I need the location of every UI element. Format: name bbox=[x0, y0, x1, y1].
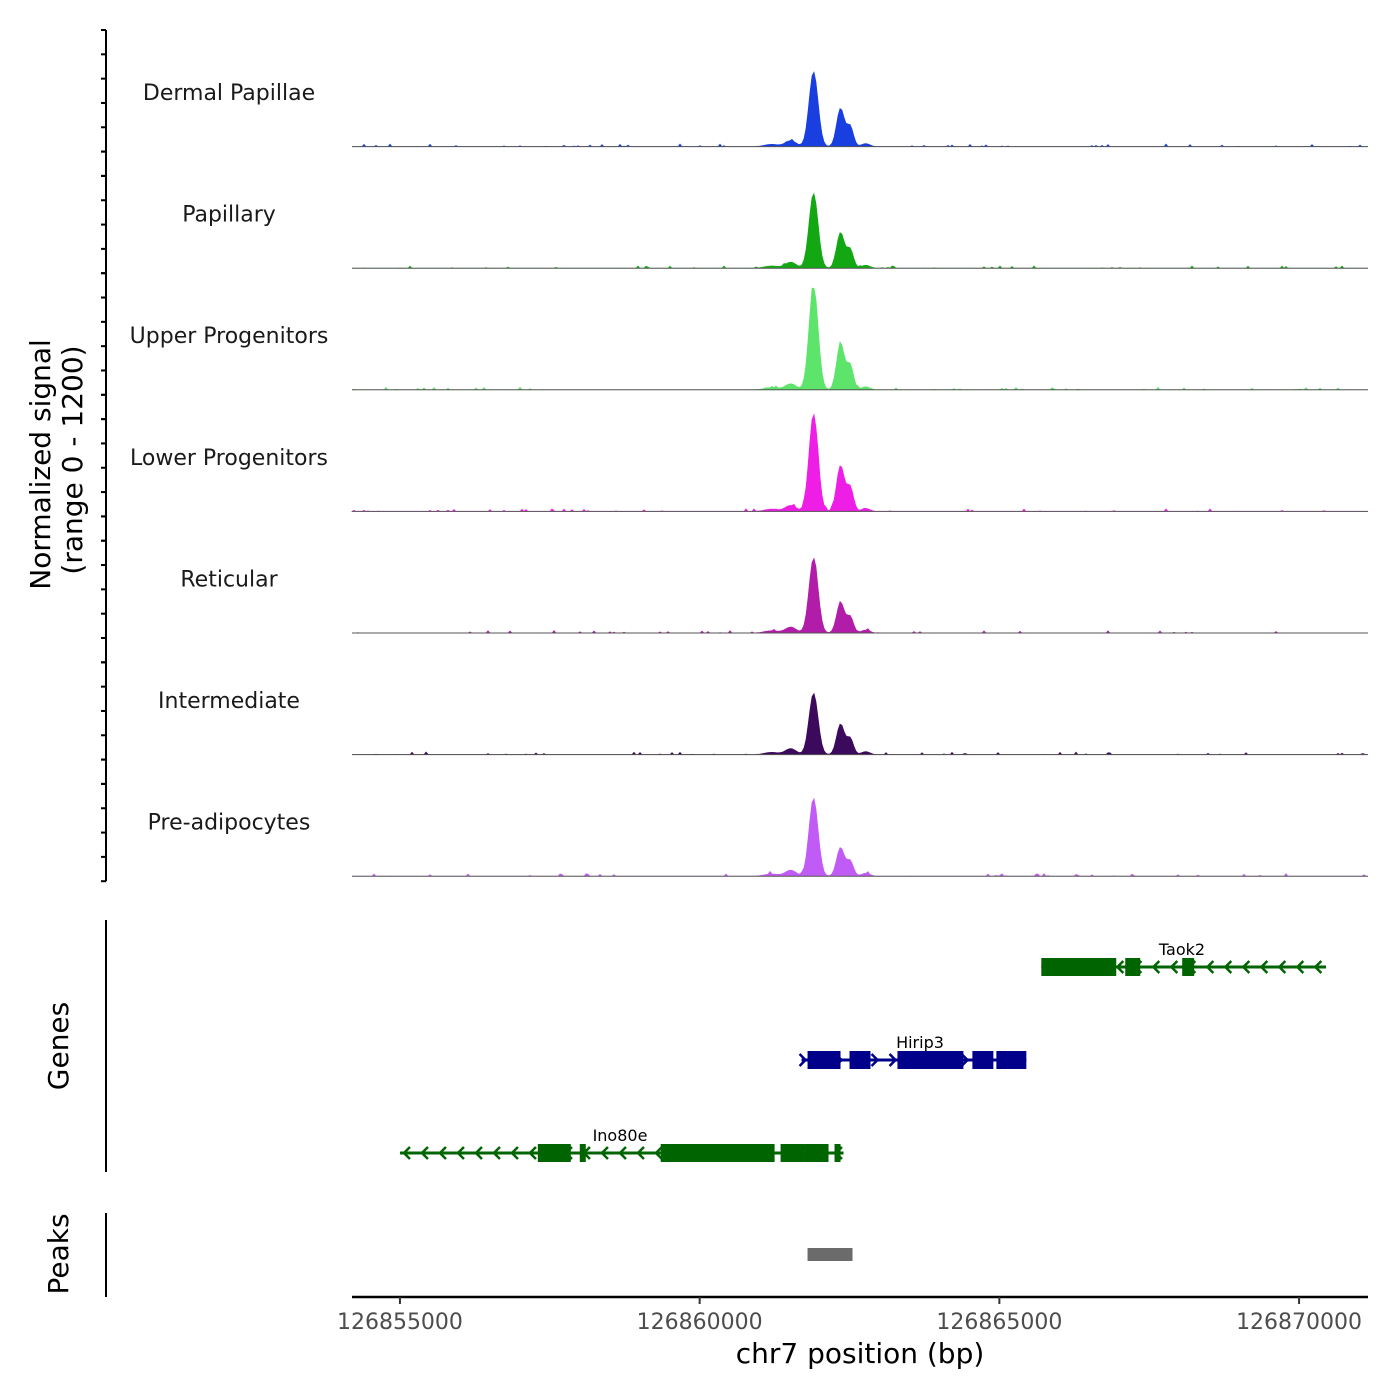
peak-region bbox=[807, 1248, 853, 1261]
strand-arrow bbox=[888, 1053, 898, 1067]
gene-label: Hirip3 bbox=[896, 1033, 944, 1052]
gene-exon bbox=[537, 1144, 571, 1162]
track-label: Intermediate bbox=[158, 689, 300, 714]
x-tick-label: 126865000 bbox=[936, 1310, 1062, 1335]
strand-arrow bbox=[870, 1053, 880, 1067]
strand-arrow bbox=[402, 1146, 411, 1160]
gene-exon bbox=[849, 1051, 871, 1069]
coverage-area-dermal-papillae bbox=[352, 71, 1368, 147]
y-axis-title-line-2: (range 0 - 1200) bbox=[56, 345, 89, 574]
gene-exon bbox=[1182, 958, 1195, 976]
track-label: Papillary bbox=[182, 203, 276, 228]
strand-arrow bbox=[1313, 960, 1323, 974]
gene-exon bbox=[972, 1051, 994, 1069]
track-label: Dermal Papillae bbox=[143, 81, 315, 106]
strand-arrow bbox=[1205, 960, 1215, 974]
strand-arrow bbox=[960, 1053, 970, 1067]
gene-hirip3: Hirip3 bbox=[798, 1033, 1027, 1069]
gene-track: Taok2 Hirip3 Ino80e bbox=[105, 920, 1327, 1172]
track-label: Pre-adipocytes bbox=[148, 811, 311, 836]
gene-exon bbox=[1041, 958, 1117, 976]
coverage-area-upper-progenitors bbox=[351, 287, 1368, 391]
gene-exon bbox=[579, 1144, 586, 1162]
axis-titles: Normalized signal (range 0 - 1200) Genes… bbox=[24, 330, 985, 1370]
coverage-area-papillary bbox=[352, 192, 1368, 269]
coverage-area-pre-adipocytes bbox=[352, 797, 1368, 877]
gene-exon bbox=[780, 1144, 805, 1162]
gene-label: Taok2 bbox=[1158, 940, 1205, 959]
strand-arrow bbox=[1295, 960, 1305, 974]
x-axis: 126855000 126860000 126865000 126870000 bbox=[337, 1295, 1368, 1335]
x-tick-label: 126870000 bbox=[1236, 1310, 1362, 1335]
strand-arrow bbox=[600, 1146, 609, 1160]
x-tick-label: 126860000 bbox=[637, 1310, 763, 1335]
gene-exon bbox=[804, 1144, 829, 1162]
strand-arrow bbox=[654, 1146, 663, 1160]
gene-taok2: Taok2 bbox=[1041, 940, 1327, 976]
gene-exon bbox=[1125, 958, 1141, 976]
y-axis-title: Normalized signal (range 0 - 1200) bbox=[24, 330, 89, 589]
track-label: Upper Progenitors bbox=[130, 324, 329, 349]
gene-exon bbox=[660, 1144, 775, 1162]
coverage-tracks: Dermal Papillae Papillary Upper Progenitor… bbox=[101, 29, 1368, 883]
gene-label: Ino80e bbox=[593, 1126, 648, 1145]
track-label: Lower Progenitors bbox=[130, 446, 328, 471]
gene-exon bbox=[996, 1051, 1027, 1069]
coverage-area-reticular bbox=[352, 557, 1368, 634]
strand-arrow bbox=[1241, 960, 1251, 974]
strand-arrow bbox=[798, 1053, 808, 1067]
strand-arrow bbox=[1151, 960, 1161, 974]
strand-arrow bbox=[1223, 960, 1233, 974]
gene-exon bbox=[897, 1051, 964, 1069]
gene-ino80e: Ino80e bbox=[399, 1126, 844, 1162]
strand-arrow bbox=[438, 1146, 447, 1160]
x-axis-title: chr7 position (bp) bbox=[736, 1337, 985, 1370]
track-label: Reticular bbox=[180, 567, 278, 592]
strand-arrow bbox=[1169, 960, 1179, 974]
y-axis-title-line-1: Normalized signal bbox=[24, 339, 57, 590]
genes-track-title: Genes bbox=[42, 1002, 75, 1090]
peaks-track-title: Peaks bbox=[42, 1213, 75, 1294]
strand-arrow bbox=[474, 1146, 483, 1160]
strand-arrow bbox=[1259, 960, 1269, 974]
strand-arrow bbox=[528, 1146, 537, 1160]
strand-arrow bbox=[492, 1146, 501, 1160]
coverage-area-intermediate bbox=[352, 692, 1368, 755]
strand-arrow bbox=[510, 1146, 519, 1160]
strand-arrow bbox=[636, 1146, 645, 1160]
strand-arrow bbox=[1277, 960, 1287, 974]
x-tick-label: 126855000 bbox=[337, 1310, 463, 1335]
gene-exon bbox=[834, 1144, 841, 1162]
gene-exon bbox=[807, 1051, 841, 1069]
strand-arrow bbox=[1115, 960, 1125, 974]
coverage-area-lower-progenitors bbox=[350, 413, 1368, 512]
strand-arrow bbox=[456, 1146, 465, 1160]
peak-track bbox=[105, 1213, 853, 1297]
strand-arrow bbox=[420, 1146, 429, 1160]
strand-arrow bbox=[618, 1146, 627, 1160]
